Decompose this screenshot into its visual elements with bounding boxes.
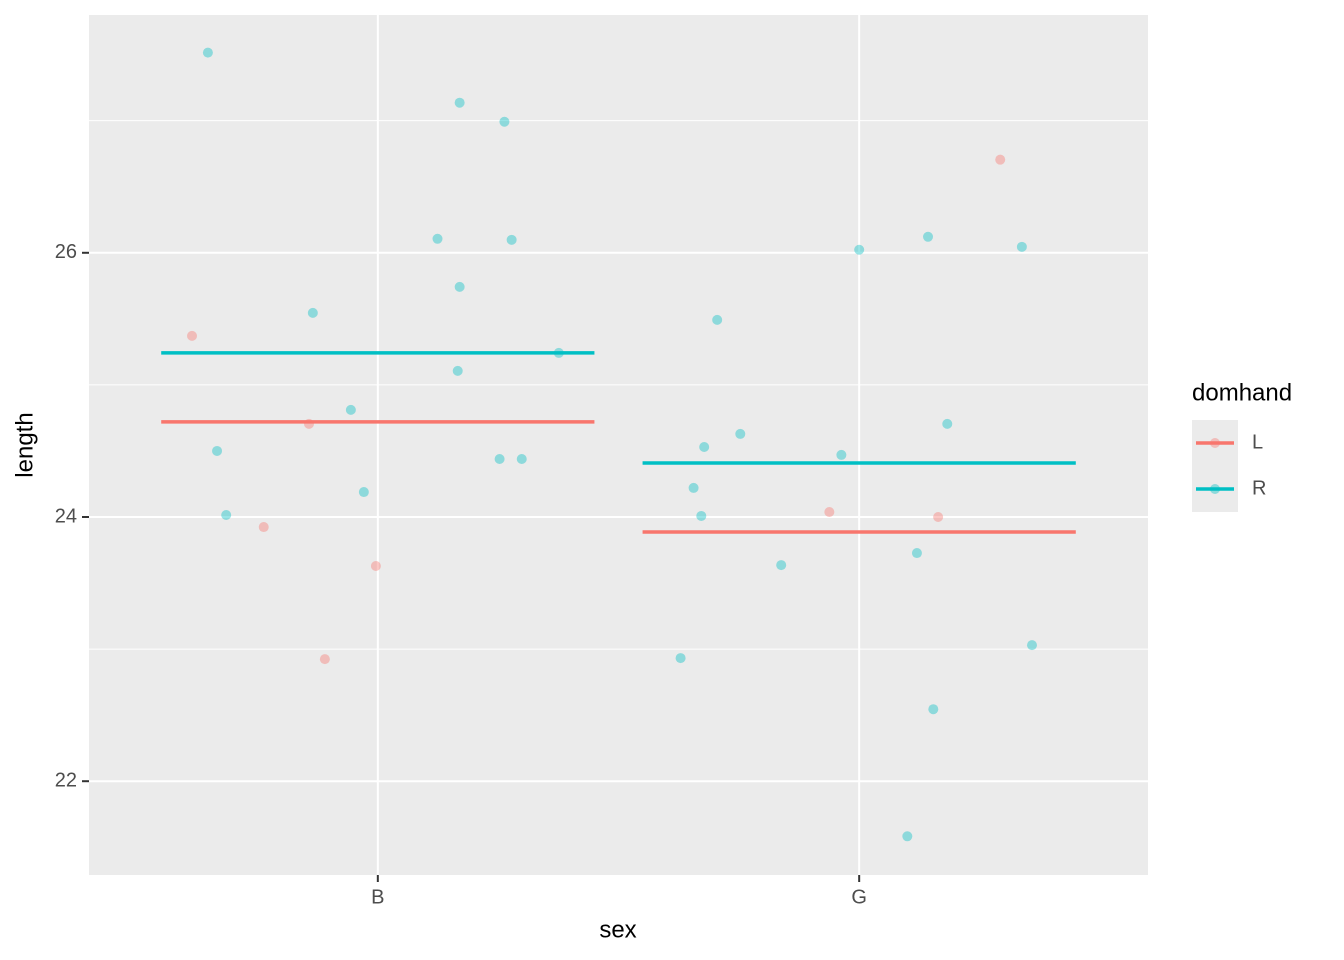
point [836,449,847,460]
point [212,445,223,456]
legend-title: domhand [1192,379,1292,406]
legend-point [1210,438,1220,448]
point [776,560,787,571]
point [258,522,269,533]
y-axis-title: length [11,412,38,477]
point [995,154,1006,165]
legend-label: R [1252,477,1266,499]
point [854,244,865,255]
point [452,365,463,376]
point [942,418,953,429]
legend-label: L [1252,431,1263,453]
point [699,441,710,452]
y-tick-label: 26 [55,241,77,263]
point [933,511,944,522]
point [187,330,198,341]
point [345,404,356,415]
point [1016,241,1027,252]
point [675,653,686,664]
point [221,510,232,521]
y-tick-label: 24 [55,505,77,527]
point [358,487,369,498]
y-tick-label: 22 [55,769,77,791]
point [688,482,699,493]
point [696,510,707,521]
point [202,47,213,58]
point [499,116,510,127]
panel [89,15,1148,875]
point [506,234,517,245]
point [923,231,934,242]
point [307,307,318,318]
point [432,233,443,244]
point [1026,640,1037,651]
point [516,454,527,465]
point [454,281,465,292]
point [494,454,505,465]
x-axis-title: sex [599,916,636,943]
point [454,97,465,108]
x-tick-label: B [371,886,384,908]
point [911,548,922,559]
point [902,831,913,842]
point [735,428,746,439]
point [712,314,723,325]
x-tick-label: G [851,886,867,908]
point [370,561,381,572]
legend-point [1210,484,1220,494]
point [928,704,939,715]
point [824,506,835,517]
point [319,654,330,665]
